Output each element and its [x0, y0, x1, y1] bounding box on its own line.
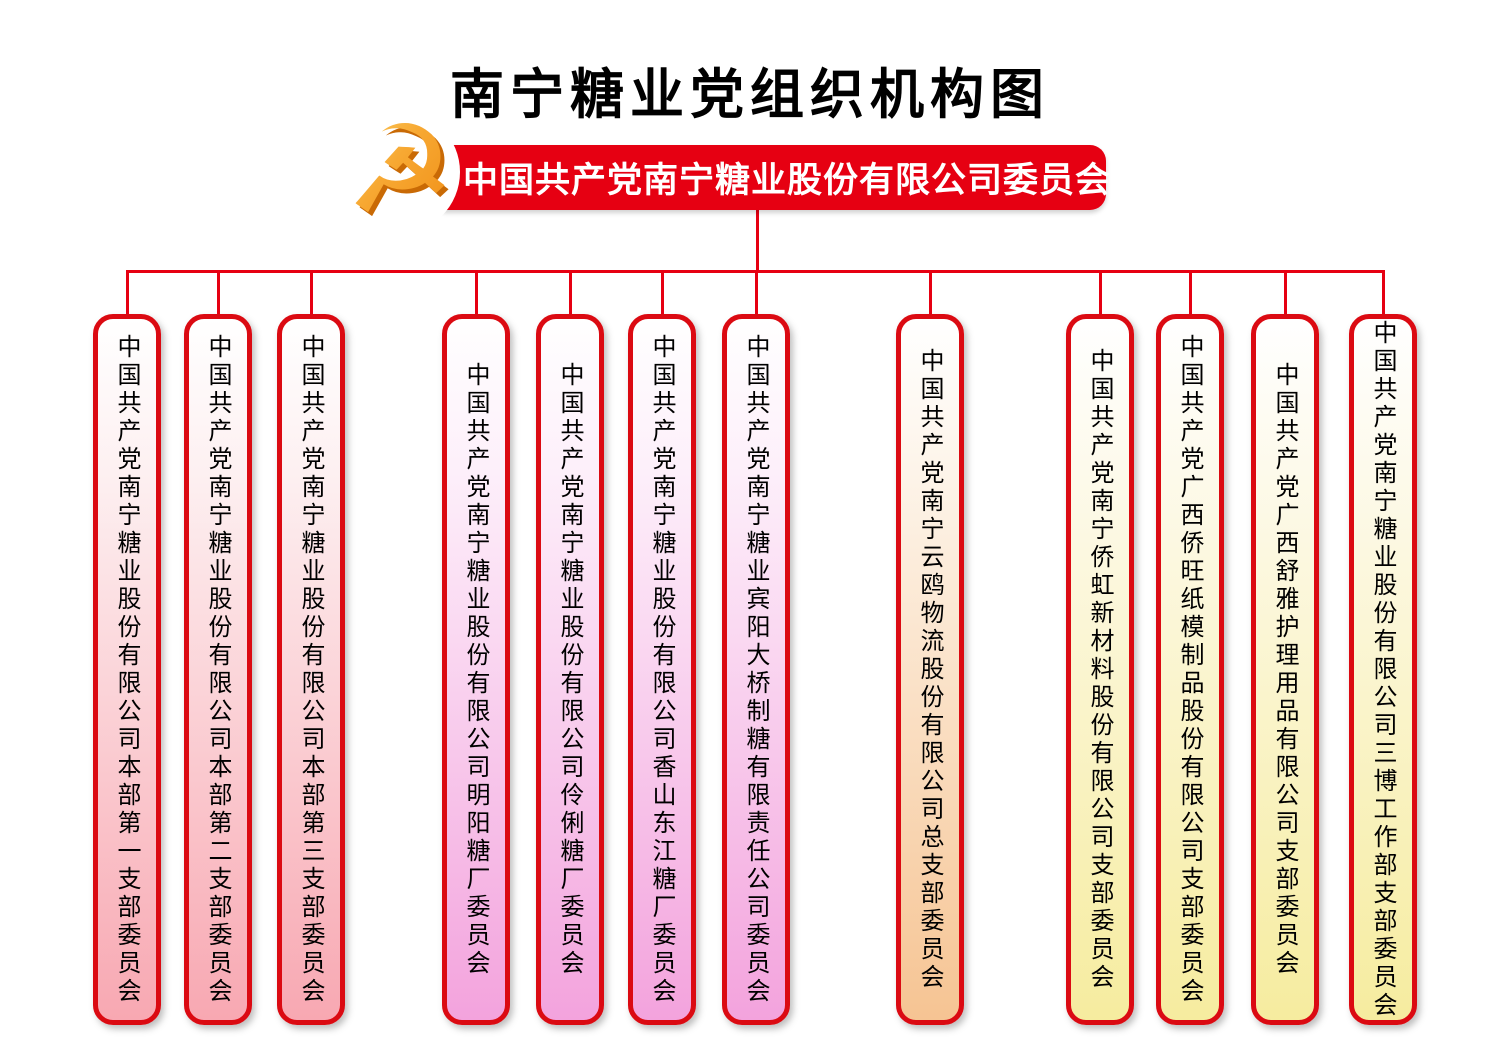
org-node-label: 中国共产党南宁糖业股份有限公司本部第三支部委员会: [297, 333, 325, 1006]
org-node-benbu-2nd-branch: 中国共产党南宁糖业股份有限公司本部第二支部委员会: [184, 314, 252, 1025]
org-node-label: 中国共产党广西侨旺纸模制品股份有限公司支部委员会: [1176, 333, 1204, 1006]
connector-stub: [475, 270, 478, 316]
org-node-label: 中国共产党南宁云鸥物流股份有限公司总支部委员会: [916, 347, 944, 992]
root-committee-banner: 中国共产党南宁糖业股份有限公司委员会: [430, 145, 1110, 210]
org-node-label: 中国共产党广西舒雅护理用品有限公司支部委员会: [1271, 361, 1299, 978]
connector-stub: [929, 270, 932, 316]
connector-stub: [1382, 270, 1385, 316]
page-title: 南宁糖业党组织机构图: [450, 62, 1050, 126]
org-node-label: 中国共产党南宁糖业股份有限公司伶俐糖厂委员会: [556, 361, 584, 978]
org-node-label: 中国共产党南宁糖业股份有限公司三博工作部支部委员会: [1369, 319, 1397, 1020]
org-node-sanbo-work-department: 中国共产党南宁糖业股份有限公司三博工作部支部委员会: [1349, 314, 1417, 1025]
connector-stub: [310, 270, 313, 316]
connector-root-line: [756, 210, 759, 272]
org-node-shuya-care-products: 中国共产党广西舒雅护理用品有限公司支部委员会: [1251, 314, 1319, 1025]
org-node-lingli-sugar-mill: 中国共产党南宁糖业股份有限公司伶俐糖厂委员会: [536, 314, 604, 1025]
root-committee-label: 中国共产党南宁糖业股份有限公司委员会: [463, 161, 1112, 201]
org-node-binyang-daqiao: 中国共产党南宁糖业宾阳大桥制糖有限责任公司委员会: [722, 314, 790, 1025]
org-node-label: 中国共产党南宁糖业股份有限公司香山东江糖厂委员会: [648, 333, 676, 1006]
connector-stub: [217, 270, 220, 316]
connector-stub: [569, 270, 572, 316]
org-node-yunou-logistics: 中国共产党南宁云鸥物流股份有限公司总支部委员会: [896, 314, 964, 1025]
org-node-qiaohong-materials: 中国共产党南宁侨虹新材料股份有限公司支部委员会: [1066, 314, 1134, 1025]
org-node-benbu-1st-branch: 中国共产党南宁糖业股份有限公司本部第一支部委员会: [93, 314, 161, 1025]
emblem-background-notch: [336, 110, 460, 234]
connector-stub: [1189, 270, 1192, 316]
org-node-label: 中国共产党南宁糖业股份有限公司明阳糖厂委员会: [462, 361, 490, 978]
org-node-qiaowang-paper-mould: 中国共产党广西侨旺纸模制品股份有限公司支部委员会: [1156, 314, 1224, 1025]
party-emblem-hammer-and-sickle-icon: ☭ ☭: [345, 104, 458, 240]
connector-stub: [1284, 270, 1287, 316]
connector-stub: [755, 270, 758, 316]
org-node-label: 中国共产党南宁糖业宾阳大桥制糖有限责任公司委员会: [742, 333, 770, 1006]
org-node-label: 中国共产党南宁糖业股份有限公司本部第二支部委员会: [204, 333, 232, 1006]
org-node-label: 中国共产党南宁侨虹新材料股份有限公司支部委员会: [1086, 347, 1114, 992]
org-node-mingyang-sugar-mill: 中国共产党南宁糖业股份有限公司明阳糖厂委员会: [442, 314, 510, 1025]
connector-stub: [1099, 270, 1102, 316]
connector-stub: [126, 270, 129, 316]
connector-stub: [661, 270, 664, 316]
org-node-label: 中国共产党南宁糖业股份有限公司本部第一支部委员会: [113, 333, 141, 1006]
org-node-xiangshan-dongjiang: 中国共产党南宁糖业股份有限公司香山东江糖厂委员会: [628, 314, 696, 1025]
svg-text:☭: ☭: [345, 104, 454, 240]
org-node-benbu-3rd-branch: 中国共产党南宁糖业股份有限公司本部第三支部委员会: [277, 314, 345, 1025]
svg-text:☭: ☭: [349, 104, 458, 240]
